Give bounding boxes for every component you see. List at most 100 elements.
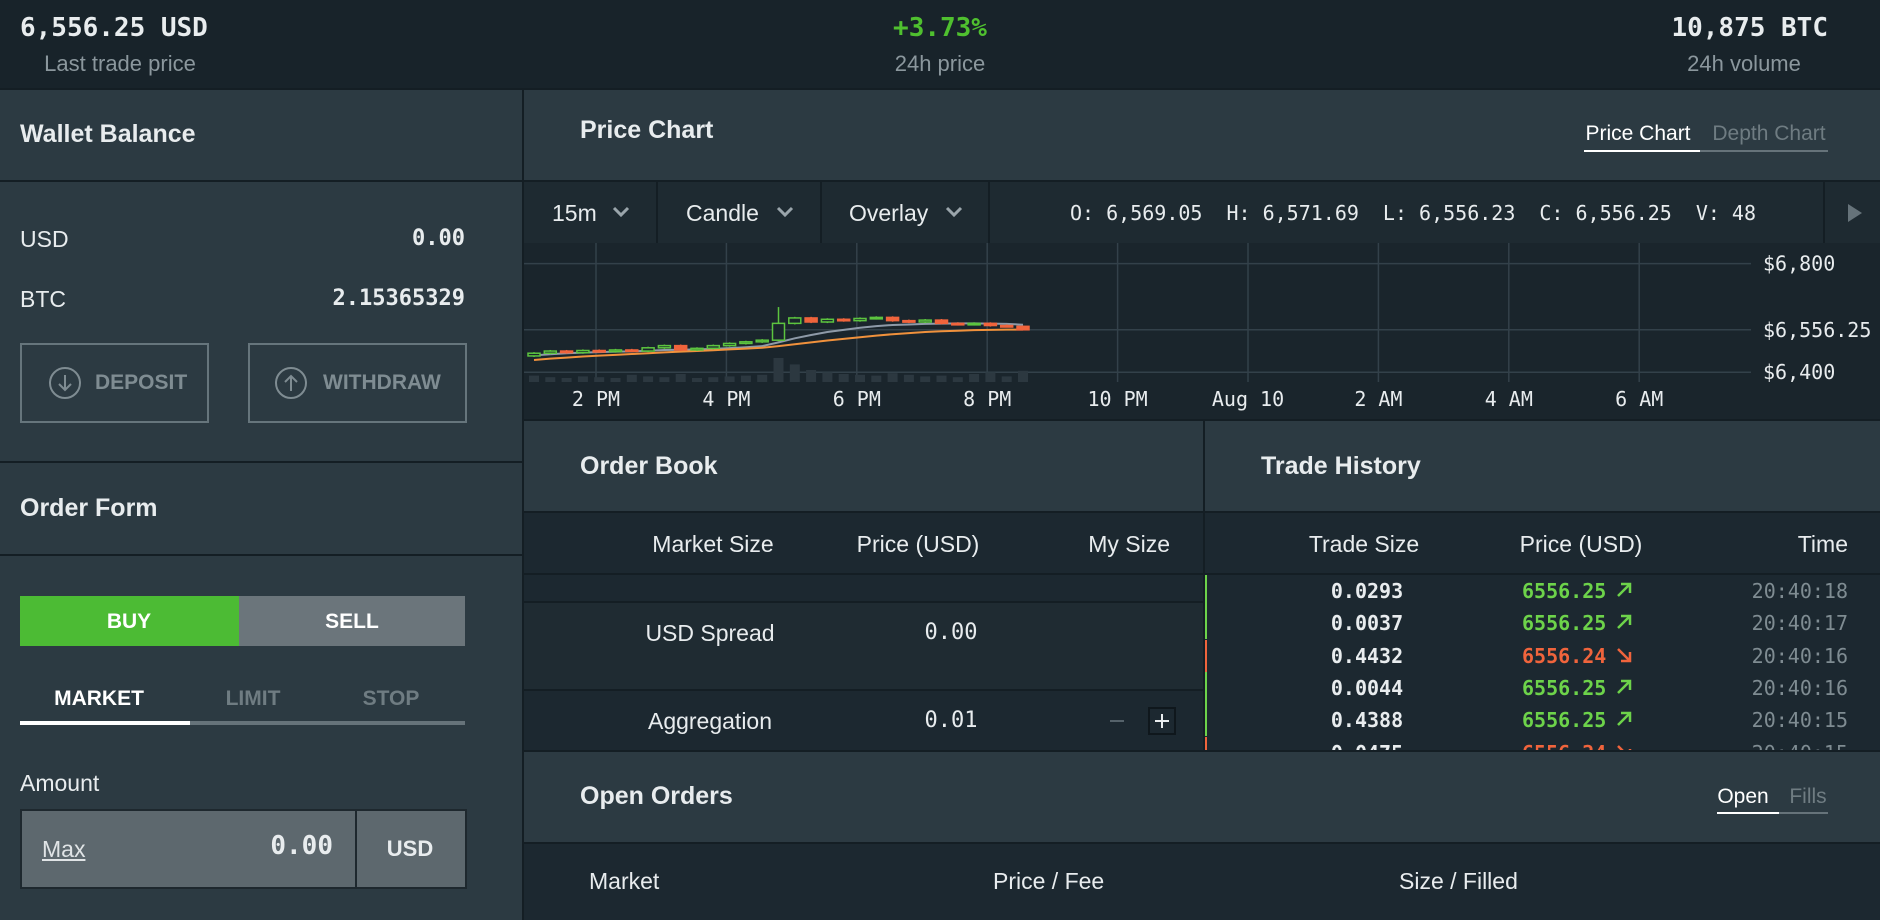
volume-bar: [838, 374, 849, 382]
divider: [0, 461, 522, 463]
trade-price: 6556.24: [1522, 743, 1606, 752]
candle-body: [804, 317, 818, 323]
spread-row: [524, 603, 1203, 689]
price-chart: 2 PM 4 PM 6 PM 8 PM 10 PM Aug 10 2 AM 4 AM 6 AM $…: [524, 243, 1880, 420]
buy-button[interactable]: [20, 596, 239, 646]
interval-dropdown[interactable]: 15m: [552, 200, 597, 226]
volume-bar: [1018, 370, 1028, 382]
candle-body: [576, 349, 590, 354]
divider: [524, 689, 1203, 691]
volume-bar: [855, 374, 865, 382]
ohlcv-value: L: 6,556.23: [1382, 201, 1516, 225]
volume-bar: [529, 375, 539, 382]
deposit-icon: [49, 367, 81, 399]
withdraw-button[interactable]: [248, 343, 467, 423]
volume-bar: [969, 374, 980, 382]
volume-bar: [985, 372, 996, 382]
trade-price: 6556.24: [1522, 643, 1607, 668]
candle-body: [592, 349, 606, 353]
order-type-tab[interactable]: STOP: [362, 687, 420, 710]
trade-time: 20:40:16: [1751, 675, 1848, 700]
candle-body: [820, 318, 835, 323]
open-orders-header: [524, 752, 1880, 843]
volume-bar: [545, 377, 556, 382]
trade-direction-bar: [1205, 704, 1207, 737]
trade-size: 0.0475: [1331, 743, 1403, 752]
overlay-dropdown[interactable]: Overlay: [849, 200, 929, 226]
aggregation-label: Aggregation: [647, 708, 773, 734]
amount-label: Amount: [20, 770, 100, 796]
candle-body: [869, 316, 884, 320]
column-header: Price / Fee: [993, 868, 1105, 894]
sell-button[interactable]: [239, 596, 465, 646]
candle-body: [690, 347, 704, 351]
volume-bar: [740, 375, 751, 382]
trade-direction-bar: [1205, 607, 1207, 640]
chart-type-dropdown[interactable]: Candle: [686, 200, 759, 226]
candle-body: [918, 319, 932, 323]
volume: 10,875 BTC: [1671, 13, 1828, 43]
volume-bar: [952, 377, 963, 382]
trade-price: 6556.25: [1522, 708, 1607, 733]
divider: [0, 554, 522, 556]
trade-arrow: [1617, 582, 1632, 597]
buy-label: BUY: [106, 610, 152, 633]
last-price-label: Last trade price: [44, 51, 196, 76]
order-type-tab[interactable]: LIMIT: [225, 687, 281, 710]
aggregation-buttons[interactable]: [1100, 704, 1180, 738]
x-tick-label: 8 PM: [963, 387, 1011, 411]
trade-arrow: [1617, 744, 1632, 751]
chart-tab[interactable]: Depth Chart: [1712, 122, 1826, 145]
currency: BTC: [20, 286, 66, 312]
trade-direction-bar: [1205, 639, 1207, 672]
price-chart-header: [524, 90, 1880, 181]
column-header: Time: [1797, 531, 1848, 557]
tab-track: [1584, 150, 1828, 152]
trade-size: 0.0044: [1330, 675, 1404, 700]
orders-tab[interactable]: Open: [1717, 785, 1769, 808]
ohlcv: O: 6,569.05 H: 6,571.69 L: 6,556.23 C: 6,55…: [1070, 203, 1756, 223]
divider: [0, 88, 1880, 90]
ohlcv-value: C: 6,556.25: [1539, 201, 1672, 225]
candle-body: [625, 349, 639, 353]
wallet-title: Wallet Balance: [20, 120, 196, 148]
overlay-line: [533, 328, 1023, 362]
last-price: 6,556.25 USD: [20, 13, 208, 43]
volume-bar: [1001, 376, 1012, 382]
trade-time: 20:40:15: [1752, 743, 1848, 752]
divider: [524, 842, 1880, 844]
candle-body: [673, 344, 688, 351]
chart-tab[interactable]: Price Chart: [1585, 122, 1691, 145]
withdraw-icon: [275, 367, 307, 399]
tab-indicator: [1584, 150, 1700, 152]
volume-bar: [724, 376, 735, 382]
price-change: +3.73%: [893, 13, 987, 43]
max-link[interactable]: Max: [42, 836, 86, 862]
trade-time: 20:40:16: [1751, 643, 1848, 668]
deposit-button[interactable]: [20, 343, 209, 423]
order-type-tab[interactable]: MARKET: [54, 687, 144, 710]
divider: [524, 573, 1880, 575]
x-tick-label: 4 PM: [702, 387, 750, 411]
trade-history-title: Trade History: [1261, 452, 1421, 480]
trade-direction-bar: [1205, 671, 1207, 704]
candle-body: [527, 352, 541, 357]
candle-body: [951, 322, 965, 326]
y-tick-label: $6,400: [1763, 360, 1835, 384]
divider: [524, 511, 1880, 513]
divider: [524, 601, 1203, 603]
candle-body: [853, 317, 867, 322]
x-tick-label: 2 PM: [572, 387, 620, 411]
volume-bar: [561, 378, 572, 382]
order-form-title: Order Form: [20, 494, 158, 522]
trade-size: 0.0293: [1330, 579, 1404, 603]
volume-bar: [675, 374, 686, 382]
x-tick-label: 10 PM: [1087, 387, 1147, 411]
divider: [0, 180, 522, 182]
candle-body: [608, 349, 623, 353]
volume-bar: [773, 358, 784, 382]
chart-toolbar: [524, 182, 1880, 243]
volume-bar: [936, 375, 947, 382]
trade-size: 0.4388: [1330, 708, 1404, 733]
orders-tab[interactable]: Fills: [1789, 785, 1827, 808]
